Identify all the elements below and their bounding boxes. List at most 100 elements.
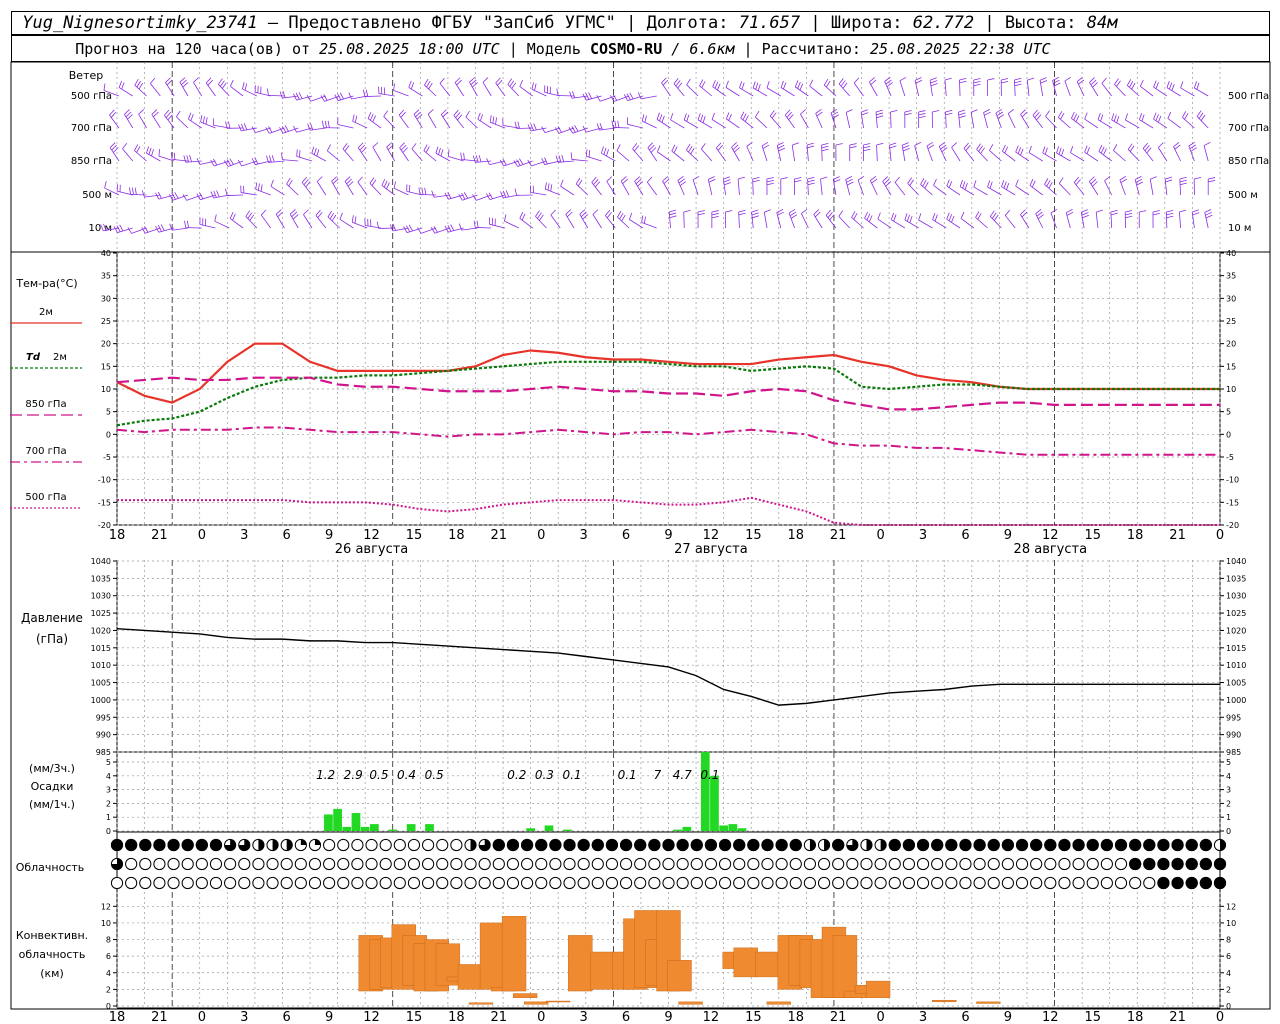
wind-barb-feather (387, 144, 394, 150)
wind-barb-feather (868, 215, 873, 222)
wind-barb-feather (479, 114, 484, 122)
temp-ytick-left: 20 (101, 340, 111, 349)
conv-ylabel: Конвективн. (16, 929, 88, 942)
wind-barb-feather (794, 177, 802, 180)
wind-barb-staff (1073, 182, 1085, 196)
cloud-cover-fill (634, 838, 647, 852)
conv-ytick-left: 6 (106, 952, 111, 961)
conv-xtick: 12 (363, 1010, 380, 1024)
cloud-cover-symbol (973, 857, 986, 871)
wind-barb-feather (882, 176, 888, 182)
precip-value-label: 0.1 (700, 768, 719, 782)
wind-barb-staff (1127, 149, 1140, 162)
cloud-cover-symbol (365, 876, 378, 890)
wind-barb-feather (960, 211, 965, 219)
wind-barb-feather (232, 213, 236, 221)
wind-barb-feather (951, 215, 955, 223)
wind-barb-feather (939, 142, 946, 147)
wind-barb-feather (777, 144, 785, 149)
wind-barb-feather (104, 181, 107, 189)
precip-ylabel: (мм/3ч.) (29, 762, 75, 775)
wind-barb-feather (155, 225, 160, 233)
wind-barb-feather (465, 110, 470, 118)
wind-barb-feather (620, 176, 627, 182)
cloud-cover-fill (662, 838, 675, 852)
wind-barb-staff (944, 80, 947, 97)
cloud-cover-symbol (1114, 857, 1128, 871)
wind-barb-feather (989, 144, 994, 151)
cloud-cover-fill (549, 838, 562, 852)
wind-barb-feather (1058, 147, 1062, 155)
wind-barb-feather (444, 192, 449, 200)
wind-barb-feather (861, 112, 869, 116)
wind-barb-feather (948, 214, 953, 221)
cloud-cover-symbol (492, 876, 505, 890)
wind-barb-feather (833, 176, 840, 180)
wind-barb-staff (176, 116, 189, 129)
cloud-cover-fill (209, 838, 223, 852)
wind-barb-feather (987, 180, 991, 188)
conv-ytick-right: 8 (1226, 936, 1231, 945)
wind-barb-feather (1167, 111, 1172, 119)
cloud-cover-symbol (1114, 876, 1128, 890)
precip-ytick-right: 4 (1226, 772, 1231, 781)
wind-barb-feather (423, 144, 428, 151)
wind-barb-staff (270, 186, 285, 196)
wind-barb-feather (424, 78, 429, 86)
wind-barb-feather (428, 82, 433, 90)
wind-barb-staff (565, 214, 575, 229)
wind-barb-feather (830, 108, 838, 114)
cloud-cover-symbol (803, 876, 817, 890)
wind-barb-feather (853, 77, 860, 84)
wind-barb-feather (579, 209, 586, 215)
wind-barb-staff (530, 191, 547, 196)
wind-barb-feather (649, 144, 655, 151)
wind-barb-feather (186, 155, 190, 163)
pressure-ytick-left: 1030 (91, 592, 111, 601)
temp-xtick: 21 (1169, 528, 1186, 543)
cloud-cover-symbol (1030, 876, 1043, 890)
wind-barb-staff (369, 183, 382, 196)
temp-ytick-left: 15 (101, 362, 111, 371)
wind-barb-feather (406, 225, 411, 233)
wind-barb-staff (975, 217, 988, 229)
wind-barb-staff (697, 119, 713, 129)
wind-barb-staff (907, 183, 919, 196)
wind-barb-staff (711, 119, 726, 129)
wind-barb-feather (1165, 179, 1173, 183)
wind-barb-feather (1110, 209, 1118, 213)
wind-barb-feather (1196, 110, 1202, 117)
conv-ytick-left: 12 (101, 902, 111, 911)
wind-barb-feather (1129, 81, 1134, 88)
wind-barb-staff (683, 211, 685, 229)
wind-barb-staff (766, 87, 782, 97)
cloud-cover-symbol (846, 857, 859, 871)
wind-barb-feather (951, 142, 957, 148)
temp-series-line (116, 376, 1220, 411)
wind-barb-staff (1007, 113, 1016, 129)
wind-barb-feather (1045, 110, 1050, 117)
cloud-cover-symbol (1015, 876, 1029, 890)
cloud-cover-symbol (761, 876, 774, 890)
cloud-cover-symbol (563, 857, 576, 871)
wind-barb-feather (354, 216, 357, 224)
wind-barb-feather (502, 190, 507, 198)
calculated-time: 25.08.2025 22:38 UTC (869, 40, 1051, 58)
cloud-cover-symbol (195, 857, 208, 871)
wind-barb-feather (229, 79, 234, 87)
wind-barb-feather (365, 89, 369, 97)
wind-barb-staff (661, 82, 671, 97)
wind-barb-feather (478, 155, 482, 163)
wind-barb-staff (1045, 116, 1057, 129)
wind-barb-feather (799, 83, 804, 91)
wind-barb-feather (554, 127, 560, 134)
wind-barb-feather (266, 155, 269, 163)
wind-level-label-left: 500 м (82, 190, 112, 201)
wind-barb-feather (807, 145, 815, 149)
wind-barb-feather (1150, 176, 1157, 180)
wind-level-label-left: 850 гПа (71, 156, 112, 167)
wind-barb-feather (989, 181, 993, 189)
conv-xtick: 12 (703, 1010, 720, 1024)
temp-ytick-left: 25 (101, 317, 111, 326)
cloud-cover-symbol (1001, 876, 1014, 890)
